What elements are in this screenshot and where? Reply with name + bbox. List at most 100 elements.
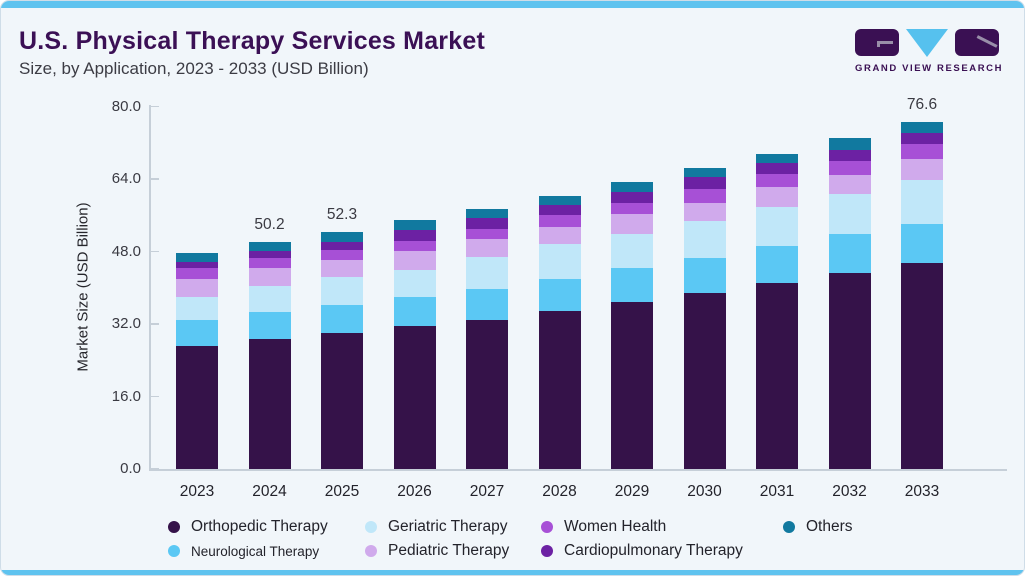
bar-segment-others-2033 — [901, 122, 943, 133]
bar-segment-women-health-2023 — [176, 268, 218, 279]
y-tick-label: 80.0 — [111, 97, 141, 115]
bar-segment-others-2025 — [321, 232, 363, 242]
y-tick-mark — [150, 468, 159, 470]
bar-total-label-2025: 52.3 — [326, 206, 358, 224]
bar-segment-orthopedic-therapy-2033 — [901, 263, 943, 469]
bar-segment-cardiopulmonary-therapy-2027 — [466, 218, 508, 229]
bar-segment-others-2029 — [611, 182, 653, 192]
bar-segment-orthopedic-therapy-2032 — [828, 272, 871, 469]
bar-total-label-2033: 76.6 — [906, 96, 938, 113]
bar-segment-pediatric-therapy-2023 — [176, 278, 218, 297]
legend-dot-icon — [168, 521, 180, 533]
bar-segment-neurological-therapy-2026 — [393, 296, 436, 327]
y-axis-line — [149, 105, 151, 470]
bar-segment-pediatric-therapy-2027 — [466, 238, 508, 257]
bar-segment-neurological-therapy-2030 — [683, 257, 726, 293]
bar-segment-neurological-therapy-2028 — [538, 278, 581, 311]
x-axis-label-2025: 2025 — [324, 483, 360, 500]
legend-item-geriatric-therapy: Geriatric Therapy — [365, 518, 508, 535]
bar-segment-cardiopulmonary-therapy-2026 — [393, 230, 436, 241]
bar-segment-geriatric-therapy-2030 — [683, 221, 726, 258]
bar-segment-geriatric-therapy-2031 — [756, 207, 798, 247]
legend-dot-icon — [365, 521, 377, 533]
logo-r-block-icon — [955, 29, 999, 56]
legend-item-women-health: Women Health — [541, 518, 666, 535]
bar-segment-geriatric-therapy-2025 — [321, 277, 363, 305]
bar-segment-women-health-2032 — [828, 161, 871, 175]
bar-segment-neurological-therapy-2027 — [466, 288, 508, 320]
bar-segment-orthopedic-therapy-2030 — [683, 292, 726, 469]
bar-total-label-2024: 50.2 — [254, 215, 285, 233]
bar-segment-orthopedic-therapy-2031 — [756, 283, 798, 469]
bar-segment-geriatric-therapy-2026 — [393, 269, 436, 297]
y-tick-mark — [150, 105, 159, 108]
bar-segment-cardiopulmonary-therapy-2023 — [176, 261, 218, 269]
bar-segment-orthopedic-therapy-2023 — [176, 346, 218, 469]
y-tick-mark — [150, 250, 159, 253]
legend-item-pediatric-therapy: Pediatric Therapy — [365, 542, 509, 559]
bar-segment-pediatric-therapy-2024 — [248, 267, 291, 286]
logo-text: GRAND VIEW RESEARCH — [855, 63, 1004, 74]
x-axis-line — [149, 469, 1007, 471]
bar-segment-women-health-2024 — [248, 258, 291, 268]
bar-segment-others-2026 — [393, 220, 436, 231]
legend-dot-icon — [541, 521, 553, 533]
bar-segment-women-health-2028 — [538, 215, 581, 227]
bar-segment-geriatric-therapy-2032 — [828, 194, 871, 234]
legend-dot-icon — [541, 545, 553, 557]
legend-label: Geriatric Therapy — [388, 518, 508, 535]
bar-segment-pediatric-therapy-2026 — [393, 251, 436, 270]
bar-segment-neurological-therapy-2023 — [176, 319, 218, 347]
y-tick-mark — [150, 395, 159, 398]
bar-segment-cardiopulmonary-therapy-2033 — [901, 132, 943, 145]
x-axis-label-2024: 2024 — [252, 483, 287, 500]
y-axis-title: Market Size (USD Billion) — [74, 202, 92, 372]
legend-label: Cardiopulmonary Therapy — [564, 542, 743, 559]
bar-segment-cardiopulmonary-therapy-2032 — [828, 150, 871, 162]
legend-label: Neurological Therapy — [191, 543, 320, 559]
bar-segment-cardiopulmonary-therapy-2030 — [683, 177, 726, 190]
bar-segment-orthopedic-therapy-2026 — [393, 326, 436, 469]
x-axis-label-2030: 2030 — [687, 483, 722, 500]
bar-segment-women-health-2030 — [683, 189, 726, 203]
bar-segment-women-health-2025 — [321, 250, 363, 260]
bar-segment-pediatric-therapy-2032 — [828, 175, 871, 195]
x-axis-label-2031: 2031 — [759, 483, 795, 500]
x-axis-label-2023: 2023 — [179, 483, 215, 500]
grand-view-research-logo: GRAND VIEW RESEARCH — [855, 29, 1004, 74]
legend-item-neurological-therapy: Neurological Therapy — [168, 543, 319, 559]
bar-segment-geriatric-therapy-2023 — [176, 296, 218, 320]
bar-segment-geriatric-therapy-2024 — [248, 285, 291, 313]
bar-segment-cardiopulmonary-therapy-2025 — [321, 241, 363, 251]
y-tick-label: 64.0 — [111, 170, 141, 188]
y-tick-mark — [150, 323, 159, 325]
bar-segment-pediatric-therapy-2029 — [611, 214, 653, 234]
bar-segment-others-2024 — [248, 241, 291, 251]
bar-segment-cardiopulmonary-therapy-2031 — [756, 163, 798, 174]
bar-segment-pediatric-therapy-2028 — [538, 226, 581, 244]
legend-item-others: Others — [783, 518, 853, 535]
bar-segment-orthopedic-therapy-2027 — [466, 319, 508, 469]
bar-segment-others-2028 — [538, 195, 581, 206]
bar-segment-neurological-therapy-2031 — [756, 246, 798, 284]
bar-segment-orthopedic-therapy-2024 — [248, 339, 291, 469]
bar-segment-neurological-therapy-2033 — [901, 223, 943, 264]
bar-segment-geriatric-therapy-2029 — [611, 233, 653, 268]
page-title: U.S. Physical Therapy Services Market — [19, 27, 485, 55]
bar-segment-pediatric-therapy-2031 — [756, 186, 798, 208]
bar-segment-orthopedic-therapy-2025 — [321, 332, 363, 469]
bar-segment-pediatric-therapy-2033 — [901, 159, 943, 180]
bar-segment-women-health-2026 — [393, 240, 436, 252]
bar-segment-pediatric-therapy-2025 — [321, 259, 363, 278]
bar-segment-others-2023 — [176, 253, 218, 262]
x-axis-label-2028: 2028 — [542, 483, 577, 500]
bar-segment-cardiopulmonary-therapy-2028 — [538, 205, 581, 216]
x-axis-label-2033: 2033 — [904, 483, 940, 500]
bar-segment-neurological-therapy-2029 — [611, 267, 653, 302]
page-subtitle: Size, by Application, 2023 - 2033 (USD B… — [19, 59, 369, 78]
bar-segment-others-2031 — [756, 153, 798, 164]
y-tick-mark — [150, 178, 159, 180]
legend-label: Orthopedic Therapy — [191, 518, 328, 535]
bar-segment-neurological-therapy-2024 — [248, 312, 291, 340]
